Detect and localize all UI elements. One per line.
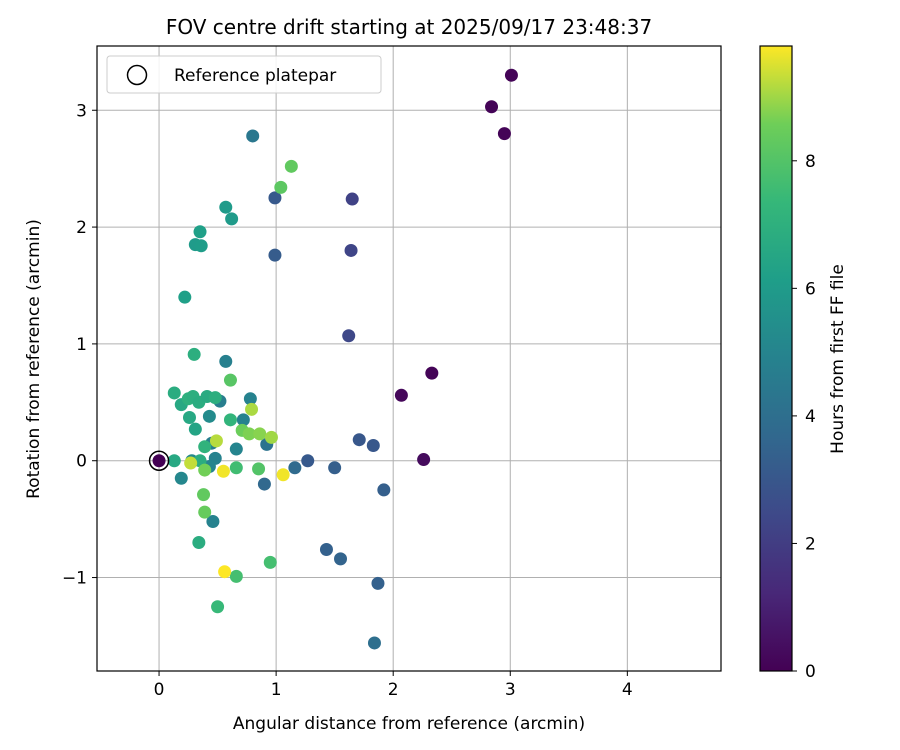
data-point bbox=[167, 386, 181, 400]
data-point bbox=[367, 636, 381, 650]
data-point bbox=[288, 461, 302, 475]
data-point bbox=[193, 225, 207, 239]
data-point bbox=[194, 239, 208, 253]
data-point bbox=[198, 463, 212, 477]
data-point bbox=[243, 392, 257, 406]
data-point bbox=[371, 576, 385, 590]
legend: Reference platepar bbox=[106, 55, 382, 94]
data-point bbox=[245, 402, 259, 416]
data-point bbox=[319, 543, 333, 557]
data-point bbox=[246, 129, 260, 143]
data-point bbox=[425, 366, 439, 380]
data-point bbox=[223, 373, 237, 387]
x-tick-label: 2 bbox=[388, 680, 399, 700]
x-tick-label: 0 bbox=[154, 680, 165, 700]
data-point bbox=[352, 433, 366, 447]
data-point bbox=[229, 442, 243, 456]
data-point bbox=[229, 569, 243, 583]
y-axis-ticks: −1 0 1 2 3 bbox=[62, 101, 97, 589]
data-point bbox=[274, 180, 288, 194]
data-point bbox=[223, 413, 237, 427]
data-point bbox=[257, 477, 271, 491]
reference-point-ring bbox=[148, 450, 170, 471]
data-point bbox=[253, 427, 267, 441]
reference-point bbox=[152, 454, 166, 468]
data-point bbox=[211, 600, 225, 614]
data-point bbox=[225, 212, 239, 226]
colorbar-tick-label: 8 bbox=[805, 152, 816, 172]
data-point bbox=[219, 200, 233, 214]
data-point bbox=[417, 453, 431, 467]
data-point bbox=[263, 555, 277, 569]
colorbar-ticks: 0 2 4 6 8 bbox=[792, 152, 816, 682]
data-point bbox=[268, 248, 282, 262]
data-point bbox=[242, 427, 256, 441]
y-tick-label: 0 bbox=[76, 452, 87, 472]
data-point bbox=[284, 159, 298, 173]
x-axis-ticks: 0 1 2 3 4 bbox=[154, 671, 633, 700]
plot-area: 0 1 2 3 4 −1 0 1 2 3 bbox=[62, 45, 722, 700]
legend-box bbox=[106, 55, 382, 94]
data-point bbox=[252, 462, 266, 476]
chart-title: FOV centre drift starting at 2025/09/17 … bbox=[166, 15, 652, 39]
data-point bbox=[197, 488, 211, 502]
data-point bbox=[198, 505, 212, 519]
data-point bbox=[192, 535, 206, 549]
colorbar-tick-label: 6 bbox=[805, 279, 816, 299]
plot-frame bbox=[96, 45, 722, 672]
colorbar-label: Hours from first FF file bbox=[828, 264, 848, 454]
y-axis-label: Rotation from reference (arcmin) bbox=[24, 219, 44, 499]
data-point bbox=[184, 456, 198, 470]
colorbar-tick-label: 0 bbox=[805, 662, 816, 682]
colorbar-gradient bbox=[759, 45, 793, 672]
x-tick-label: 1 bbox=[271, 680, 282, 700]
y-tick-label: 2 bbox=[76, 218, 87, 238]
x-tick-label: 3 bbox=[505, 680, 516, 700]
legend-label: Reference platepar bbox=[174, 66, 336, 86]
data-point bbox=[198, 440, 212, 454]
data-point bbox=[334, 552, 348, 566]
data-point bbox=[276, 468, 290, 482]
data-point bbox=[301, 454, 315, 468]
legend-marker-icon bbox=[126, 64, 148, 86]
data-point bbox=[268, 191, 282, 205]
data-point bbox=[216, 464, 230, 478]
data-point bbox=[344, 243, 358, 257]
data-point bbox=[342, 329, 356, 343]
data-point bbox=[209, 434, 223, 448]
x-tick-label: 4 bbox=[622, 680, 633, 700]
data-point bbox=[178, 290, 192, 304]
data-point bbox=[219, 354, 233, 368]
y-tick-label: 1 bbox=[76, 335, 87, 355]
data-point bbox=[218, 565, 232, 579]
data-point bbox=[167, 454, 181, 468]
y-tick-label: 3 bbox=[76, 101, 87, 121]
data-point bbox=[504, 68, 518, 82]
data-point bbox=[345, 192, 359, 206]
colorbar: 0 2 4 6 8 Hours from first FF file bbox=[759, 45, 848, 682]
data-point bbox=[187, 347, 201, 361]
x-axis-label: Angular distance from reference (arcmin) bbox=[233, 714, 585, 734]
data-point bbox=[377, 483, 391, 497]
data-point bbox=[236, 413, 250, 427]
data-point bbox=[174, 471, 188, 485]
colorbar-tick-label: 4 bbox=[805, 407, 816, 427]
y-tick-label: −1 bbox=[62, 569, 87, 589]
data-point bbox=[497, 127, 511, 141]
data-point bbox=[264, 430, 278, 444]
data-point bbox=[485, 100, 499, 114]
data-point bbox=[202, 409, 216, 423]
data-point bbox=[208, 391, 222, 405]
data-point bbox=[229, 461, 243, 475]
data-point bbox=[188, 422, 202, 436]
colorbar-tick-label: 2 bbox=[805, 534, 816, 554]
data-points bbox=[167, 68, 518, 650]
data-point bbox=[366, 439, 380, 453]
data-point bbox=[182, 410, 196, 424]
data-point bbox=[206, 514, 220, 528]
data-point bbox=[394, 388, 408, 402]
reference-marker bbox=[148, 450, 170, 471]
data-point bbox=[328, 461, 342, 475]
